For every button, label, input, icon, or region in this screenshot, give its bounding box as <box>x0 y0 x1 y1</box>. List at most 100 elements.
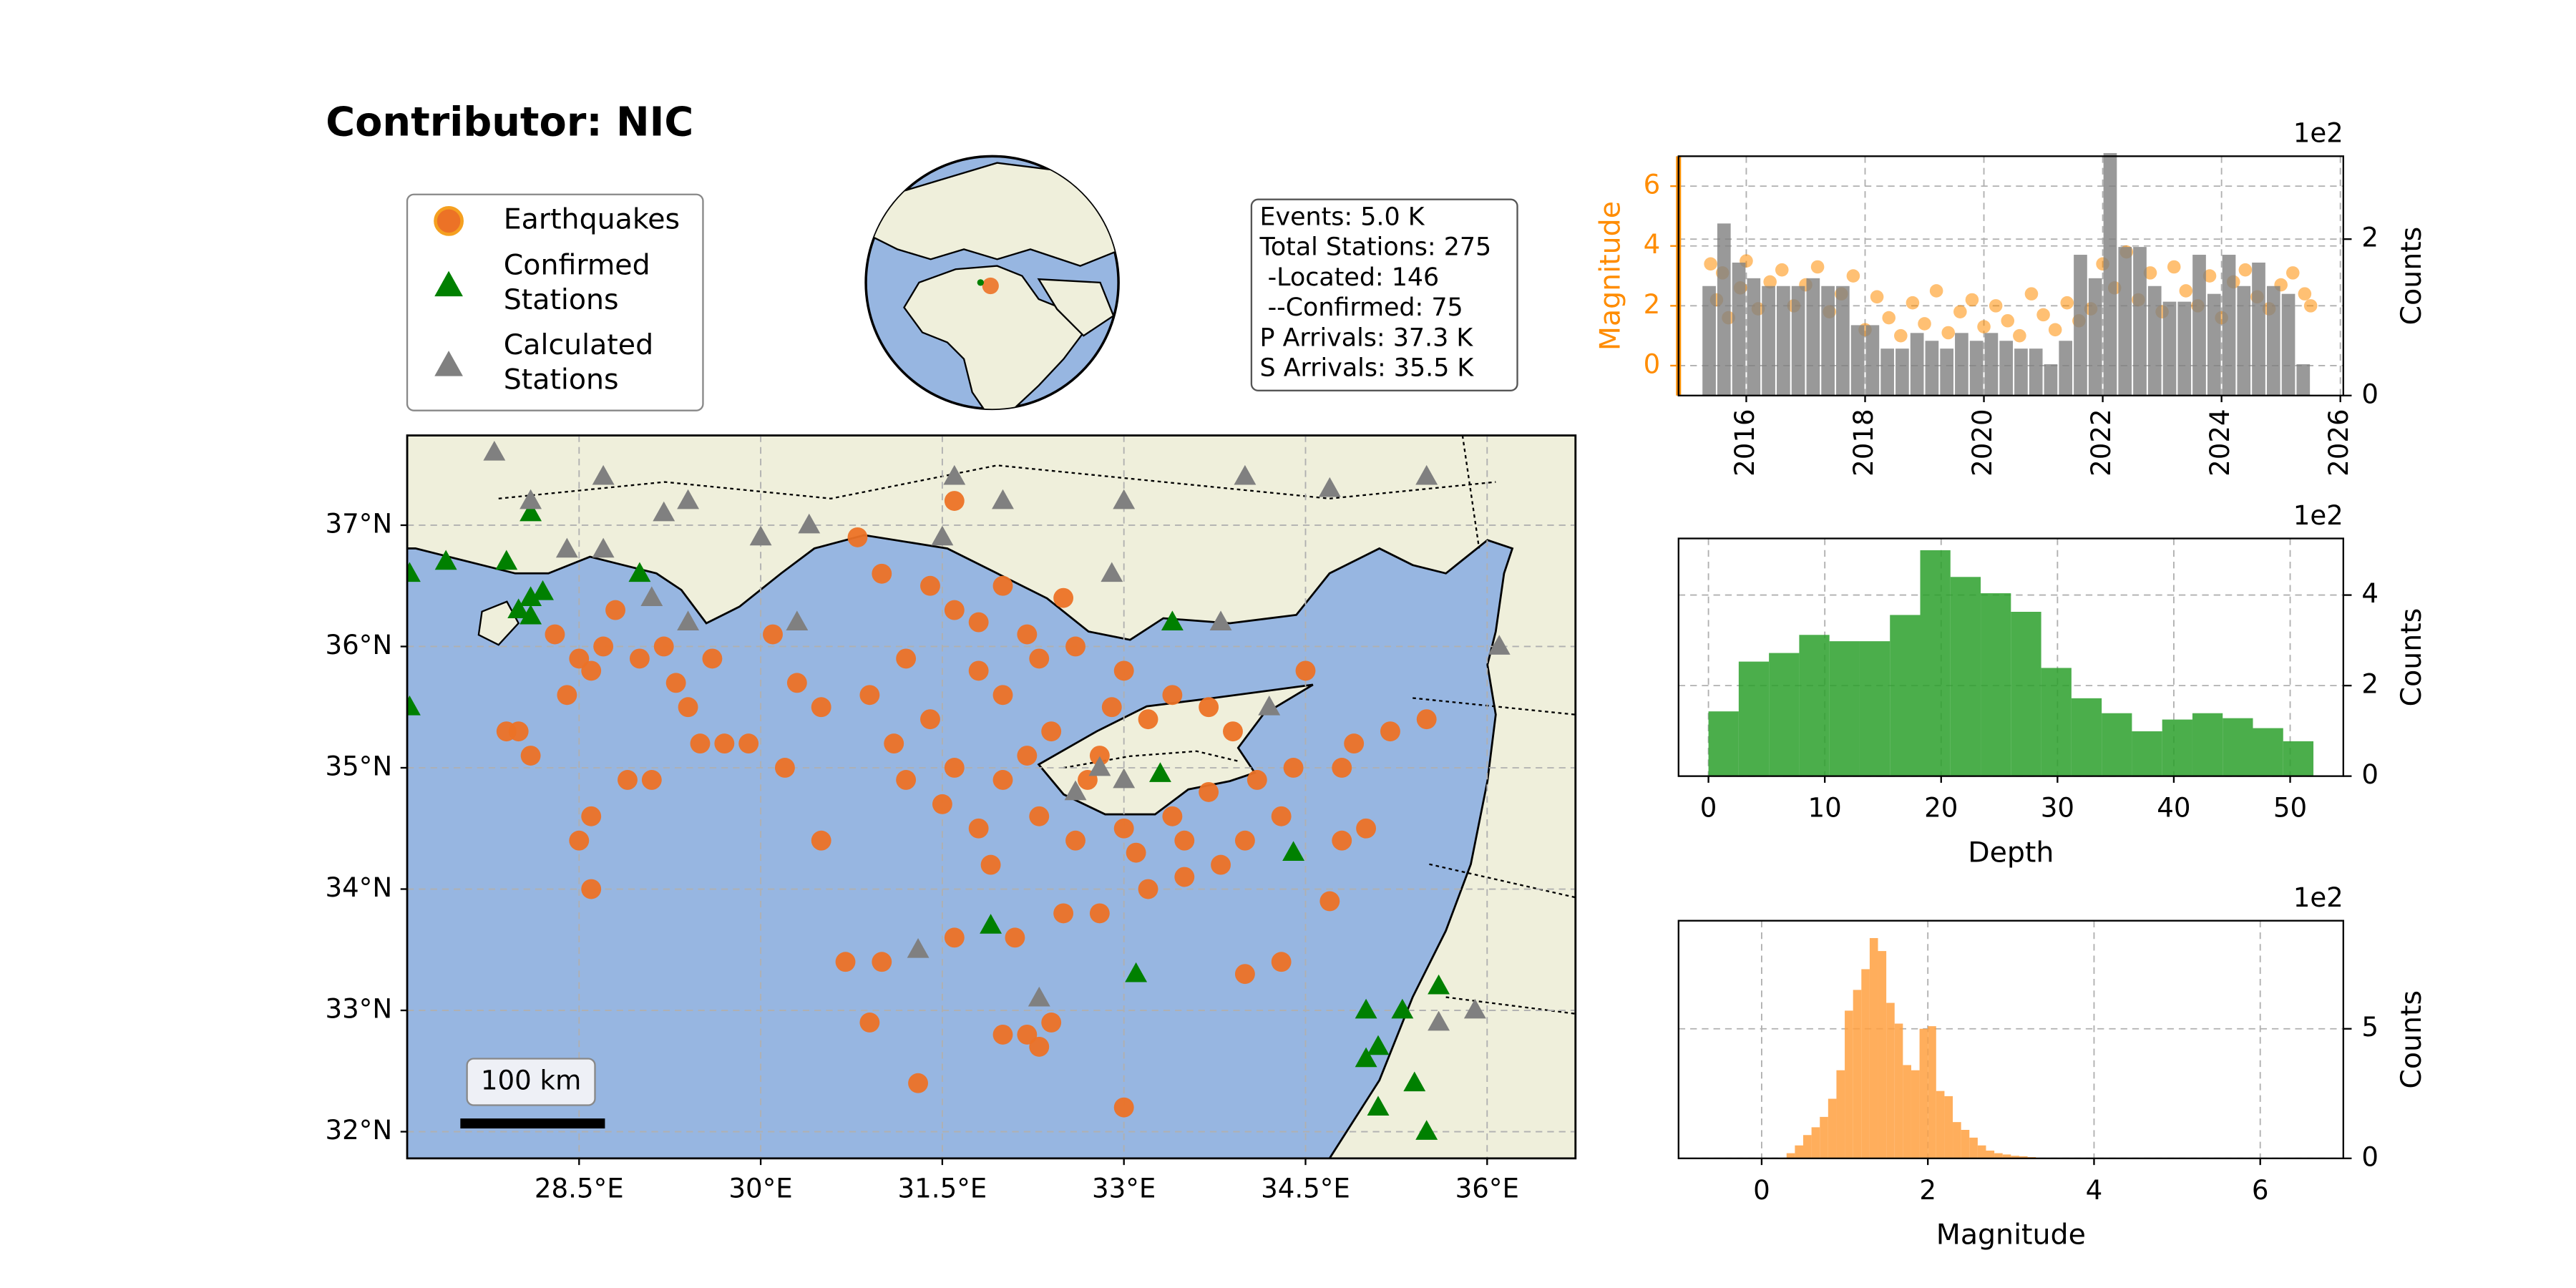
station <box>555 537 578 558</box>
earthquake <box>1223 721 1243 742</box>
count-bar <box>1880 348 1894 396</box>
histogram-bar <box>1911 1070 1920 1158</box>
earthquake <box>581 806 602 826</box>
count-bar <box>2207 293 2221 396</box>
earthquake <box>545 624 565 645</box>
earthquake <box>1017 1024 1038 1045</box>
histogram-bar <box>1869 937 1878 1158</box>
x-tick-label: 0 <box>1753 1175 1770 1206</box>
magnitude-point <box>2285 266 2300 280</box>
y-axis-label: Counts <box>2395 990 2428 1089</box>
y-tick-label: 2 <box>2361 669 2379 700</box>
count-bar <box>2192 255 2206 396</box>
histogram-bar <box>1928 1026 1936 1158</box>
magnitude-point <box>2060 296 2074 310</box>
count-bar <box>1925 341 1939 396</box>
count-bar <box>2059 341 2073 396</box>
plot-frame <box>1677 537 2344 777</box>
earthquake <box>520 746 541 766</box>
y-tick-label: 0 <box>2361 759 2379 790</box>
x-tick-label: 50 <box>2273 793 2307 824</box>
station <box>1488 635 1511 655</box>
earthquake <box>702 648 723 669</box>
earthquake <box>605 600 625 620</box>
magnitude-point <box>2202 269 2217 283</box>
earthquake <box>884 733 904 754</box>
earthquake <box>992 685 1013 706</box>
map <box>407 435 1576 1158</box>
count-bar <box>1702 286 1716 396</box>
y-tick-label: 34°N <box>325 872 392 903</box>
histogram-bar <box>1799 635 1830 776</box>
station <box>677 610 700 630</box>
earthquake <box>1017 624 1038 645</box>
histogram-bar <box>1977 1145 1986 1158</box>
station <box>1101 562 1123 582</box>
histogram-bar <box>2002 1154 2011 1158</box>
earthquake <box>896 770 917 790</box>
station <box>434 550 457 570</box>
earthquake <box>992 770 1013 790</box>
scale-label: 100 km <box>481 1065 581 1096</box>
legend-marker <box>434 206 464 236</box>
legend-label: Calculated <box>504 328 653 361</box>
station <box>1113 768 1136 789</box>
station <box>1391 998 1414 1019</box>
x-tick-label: 2024 <box>2205 409 2235 477</box>
earthquake <box>1138 709 1158 730</box>
histogram-bar <box>1861 969 1870 1158</box>
station <box>907 938 930 958</box>
magnitude-point <box>2048 323 2062 337</box>
earthquake <box>944 491 965 511</box>
station <box>507 598 530 619</box>
earthquake <box>1174 867 1195 887</box>
station <box>1463 998 1486 1019</box>
count-bar <box>1791 286 1805 396</box>
count-bar <box>2252 262 2265 396</box>
y-tick-label: 6 <box>1644 170 1661 200</box>
earthquake <box>920 575 940 596</box>
magnitude-point <box>2238 263 2253 277</box>
magnitude-point <box>2298 287 2312 301</box>
station <box>980 914 1002 934</box>
stats-line: P Arrivals: 37.3 K <box>1260 323 1474 352</box>
earthquake <box>1162 806 1183 826</box>
earthquake <box>872 563 892 584</box>
magnitude-point <box>2024 287 2039 301</box>
earthquake <box>581 879 602 899</box>
station <box>1088 756 1111 776</box>
histogram-bar <box>2223 718 2253 776</box>
y-tick-label: 36°N <box>325 630 392 660</box>
histogram-bar <box>2283 741 2314 776</box>
count-bar <box>1777 286 1790 396</box>
y-tick-label: 33°N <box>325 994 392 1025</box>
station <box>1161 610 1184 630</box>
station <box>1403 1071 1426 1092</box>
histogram-bar <box>1769 653 1800 776</box>
station <box>519 489 542 509</box>
earthquake <box>872 952 892 972</box>
station <box>786 610 809 630</box>
histogram-bar <box>1708 711 1739 776</box>
count-bar <box>2281 293 2296 396</box>
magnitude-point <box>1918 317 1931 331</box>
station <box>1355 1047 1377 1068</box>
station <box>1367 1035 1390 1055</box>
earthquake <box>1138 879 1158 899</box>
histogram-bar <box>1878 951 1887 1158</box>
count-bar <box>1762 286 1775 396</box>
stats-line: Events: 5.0 K <box>1260 203 1425 231</box>
histogram-bar <box>1836 1070 1845 1158</box>
stats-line: -Located: 146 <box>1260 263 1440 292</box>
station <box>1234 464 1257 485</box>
histogram-bar <box>1828 1098 1837 1158</box>
y-tick-label: 37°N <box>325 508 392 539</box>
earthquake <box>1113 1097 1134 1118</box>
legend-label: Stations <box>504 364 619 396</box>
earthquake <box>1416 709 1437 730</box>
scale-bar <box>460 1118 605 1129</box>
count-bar <box>2088 278 2102 396</box>
earthquake <box>1271 806 1292 826</box>
earthquake <box>1332 830 1352 851</box>
